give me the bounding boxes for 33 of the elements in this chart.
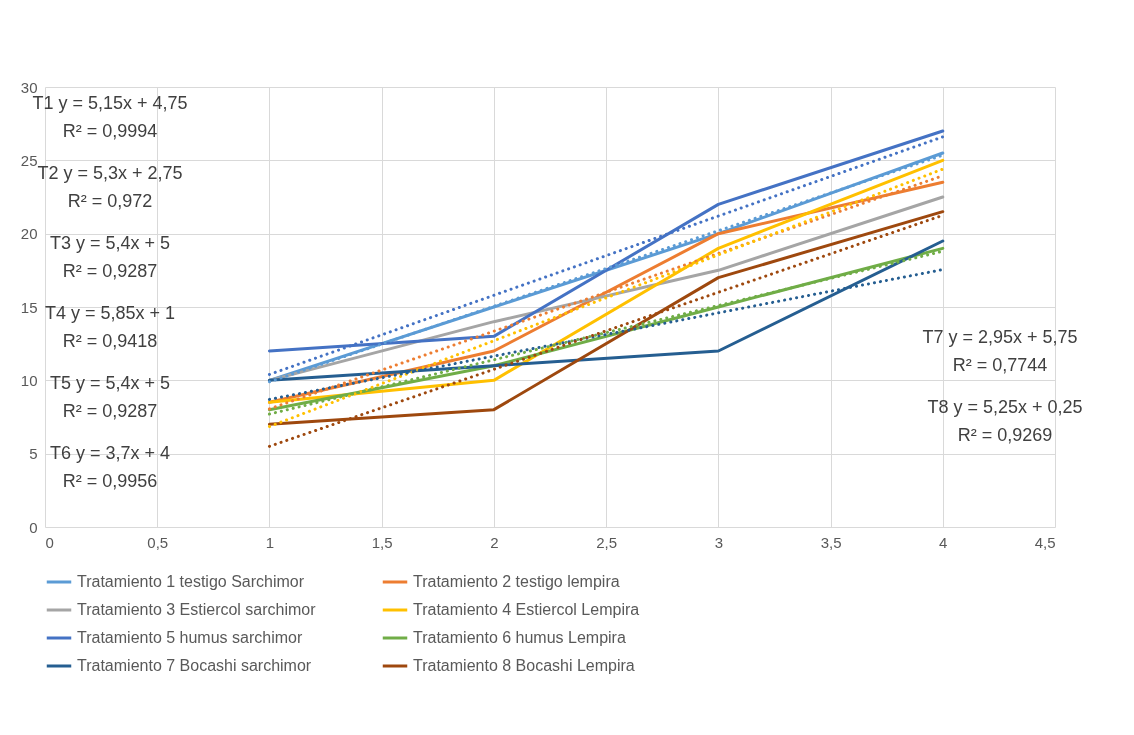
x-tick-label: 4,5 xyxy=(1034,533,1056,551)
x-tick-label: 0,5 xyxy=(147,533,169,551)
x-tick-label: 3,5 xyxy=(820,533,842,551)
annotation: T4 y = 5,85x + 1 R² = 0,9418 xyxy=(44,303,176,351)
annotation: T7 y = 2,95x + 5,75 R² = 0,7744 xyxy=(922,327,1078,375)
legend-label: Tratamiento 8 Bocashi Lempira xyxy=(413,657,635,674)
legend-label: Tratamiento 7 Bocashi sarchimor xyxy=(77,657,312,674)
legend-label: Tratamiento 3 Estiercol sarchimor xyxy=(77,601,317,618)
x-tick-label: 3 xyxy=(714,533,724,551)
legend-label: Tratamiento 4 Estiercol Lempira xyxy=(413,601,640,618)
y-tick-label: 20 xyxy=(20,225,38,243)
x-tick-label: 1 xyxy=(265,533,275,551)
annotation: T3 y = 5,4x + 5 R² = 0,9287 xyxy=(49,233,171,281)
x-tick-label: 4 xyxy=(939,533,948,551)
x-tick-label: 2 xyxy=(490,533,499,551)
annotation: T1 y = 5,15x + 4,75 R² = 0,9994 xyxy=(32,93,188,141)
legend-label: Tratamiento 6 humus Lempira xyxy=(413,629,626,646)
annotation: T5 y = 5,4x + 5 R² = 0,9287 xyxy=(49,373,171,421)
y-tick-label: 5 xyxy=(29,445,38,463)
legend-label: Tratamiento 5 humus sarchimor xyxy=(77,629,303,646)
y-tick-label: 30 xyxy=(20,78,38,96)
y-tick-label: 25 xyxy=(20,151,38,169)
y-tick-label: 0 xyxy=(29,518,38,536)
x-tick-label: 2,5 xyxy=(596,533,618,551)
annotation: T6 y = 3,7x + 4 R² = 0,9956 xyxy=(49,443,171,491)
x-tick-label: 0 xyxy=(45,533,54,551)
legend-label: Tratamiento 2 testigo lempira xyxy=(413,573,620,590)
annotation: T2 y = 5,3x + 2,75 R² = 0,972 xyxy=(37,163,183,211)
x-tick-label: 1,5 xyxy=(371,533,393,551)
annotation: T8 y = 5,25x + 0,25 R² = 0,9269 xyxy=(927,397,1083,445)
legend-label: Tratamiento 1 testigo Sarchimor xyxy=(77,573,305,590)
y-tick-label: 10 xyxy=(20,371,38,389)
y-tick-label: 15 xyxy=(20,298,38,316)
